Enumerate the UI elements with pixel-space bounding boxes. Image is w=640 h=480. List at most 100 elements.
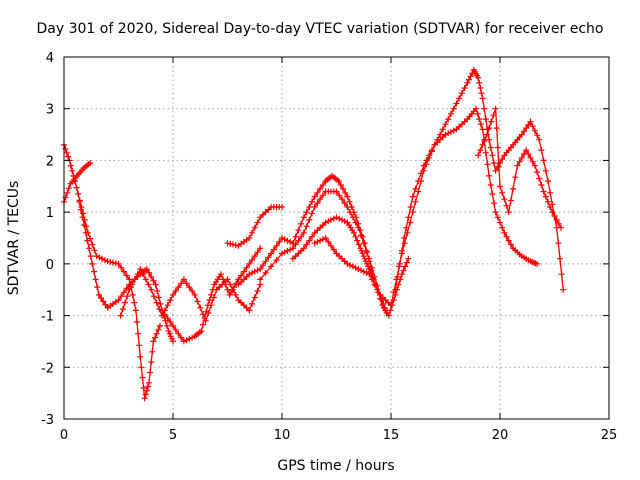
data-point: [257, 245, 264, 252]
data-point: [415, 178, 422, 185]
data-point: [204, 302, 211, 309]
data-point: [392, 286, 399, 293]
x-tick-label: 5: [169, 428, 177, 443]
data-point: [322, 235, 329, 241]
data-point: [64, 189, 71, 196]
data-point: [284, 237, 291, 244]
data-point: [477, 121, 484, 128]
data-point: [77, 206, 84, 213]
data-point: [405, 214, 412, 221]
data-point: [209, 286, 216, 293]
data-point: [387, 307, 394, 314]
data-point: [135, 330, 142, 337]
data-point: [368, 276, 375, 283]
data-point: [175, 284, 182, 291]
data-point: [525, 121, 532, 128]
data-point: [123, 285, 130, 292]
data-point: [167, 319, 174, 325]
data-point: [101, 257, 108, 263]
series-satellite-track-1: [61, 160, 94, 205]
data-point: [134, 271, 141, 278]
data-point: [465, 76, 472, 83]
data-point: [102, 301, 109, 308]
data-point: [226, 291, 233, 298]
data-point: [514, 162, 521, 169]
data-point: [336, 192, 343, 199]
data-point: [246, 235, 253, 241]
data-point: [120, 289, 127, 296]
data-point: [445, 116, 452, 123]
data-point: [96, 254, 103, 261]
data-point: [145, 281, 152, 288]
data-point: [89, 260, 96, 267]
data-point: [383, 310, 390, 316]
data-point: [510, 185, 517, 192]
data-point: [254, 219, 261, 226]
data-point: [481, 136, 488, 143]
data-point: [92, 276, 99, 283]
data-point: [295, 227, 302, 234]
data-point: [341, 200, 348, 207]
data-point: [281, 249, 288, 256]
data-point: [531, 127, 538, 134]
data-point: [178, 334, 185, 341]
data-point: [398, 271, 405, 278]
x-tick-label: 20: [492, 428, 509, 443]
data-point: [426, 152, 433, 159]
data-point: [159, 312, 166, 319]
data-point: [396, 260, 403, 267]
data-point: [481, 105, 488, 112]
data-point: [84, 237, 91, 244]
series-satellite-track-2: [61, 141, 163, 402]
data-point: [512, 174, 519, 181]
data-point: [499, 224, 506, 231]
data-point: [124, 293, 131, 300]
series-satellite-track-4: [117, 266, 264, 324]
data-point: [194, 298, 201, 305]
data-point: [489, 152, 496, 159]
data-point: [420, 162, 427, 169]
data-point: [251, 268, 258, 275]
data-point: [178, 280, 185, 287]
data-point: [487, 182, 494, 188]
data-point: [279, 250, 285, 257]
data-point: [157, 300, 164, 307]
data-point: [120, 268, 127, 275]
data-point: [98, 295, 105, 302]
series-trace: [477, 108, 562, 229]
data-point: [527, 154, 534, 161]
data-point: [149, 348, 156, 355]
data-point: [499, 156, 506, 163]
data-point: [172, 288, 179, 294]
data-point: [380, 300, 387, 307]
y-axis-label: SDTVAR / TECUs: [6, 181, 22, 296]
data-point: [93, 253, 100, 260]
y-tick-label: -2: [41, 361, 54, 376]
data-point: [542, 167, 549, 174]
data-point: [503, 233, 510, 240]
data-point: [344, 193, 351, 200]
data-point: [142, 391, 149, 398]
data-point: [91, 268, 97, 275]
data-point: [249, 269, 255, 276]
data-point: [67, 162, 74, 169]
data-point: [409, 193, 416, 200]
data-point: [382, 305, 388, 312]
data-point: [388, 302, 394, 309]
data-point: [152, 334, 158, 341]
data-point: [491, 200, 497, 207]
data-point: [289, 240, 296, 247]
data-point: [208, 291, 215, 298]
data-point: [317, 237, 324, 244]
data-point: [534, 260, 541, 267]
data-point: [100, 298, 107, 305]
y-tick-label: 1: [46, 206, 54, 221]
data-point: [175, 330, 182, 337]
data-point: [140, 385, 147, 391]
data-point: [439, 126, 446, 133]
data-point: [507, 197, 514, 204]
data-point: [401, 235, 408, 241]
data-point: [536, 175, 543, 182]
data-point: [344, 204, 351, 210]
data-point: [117, 312, 124, 319]
